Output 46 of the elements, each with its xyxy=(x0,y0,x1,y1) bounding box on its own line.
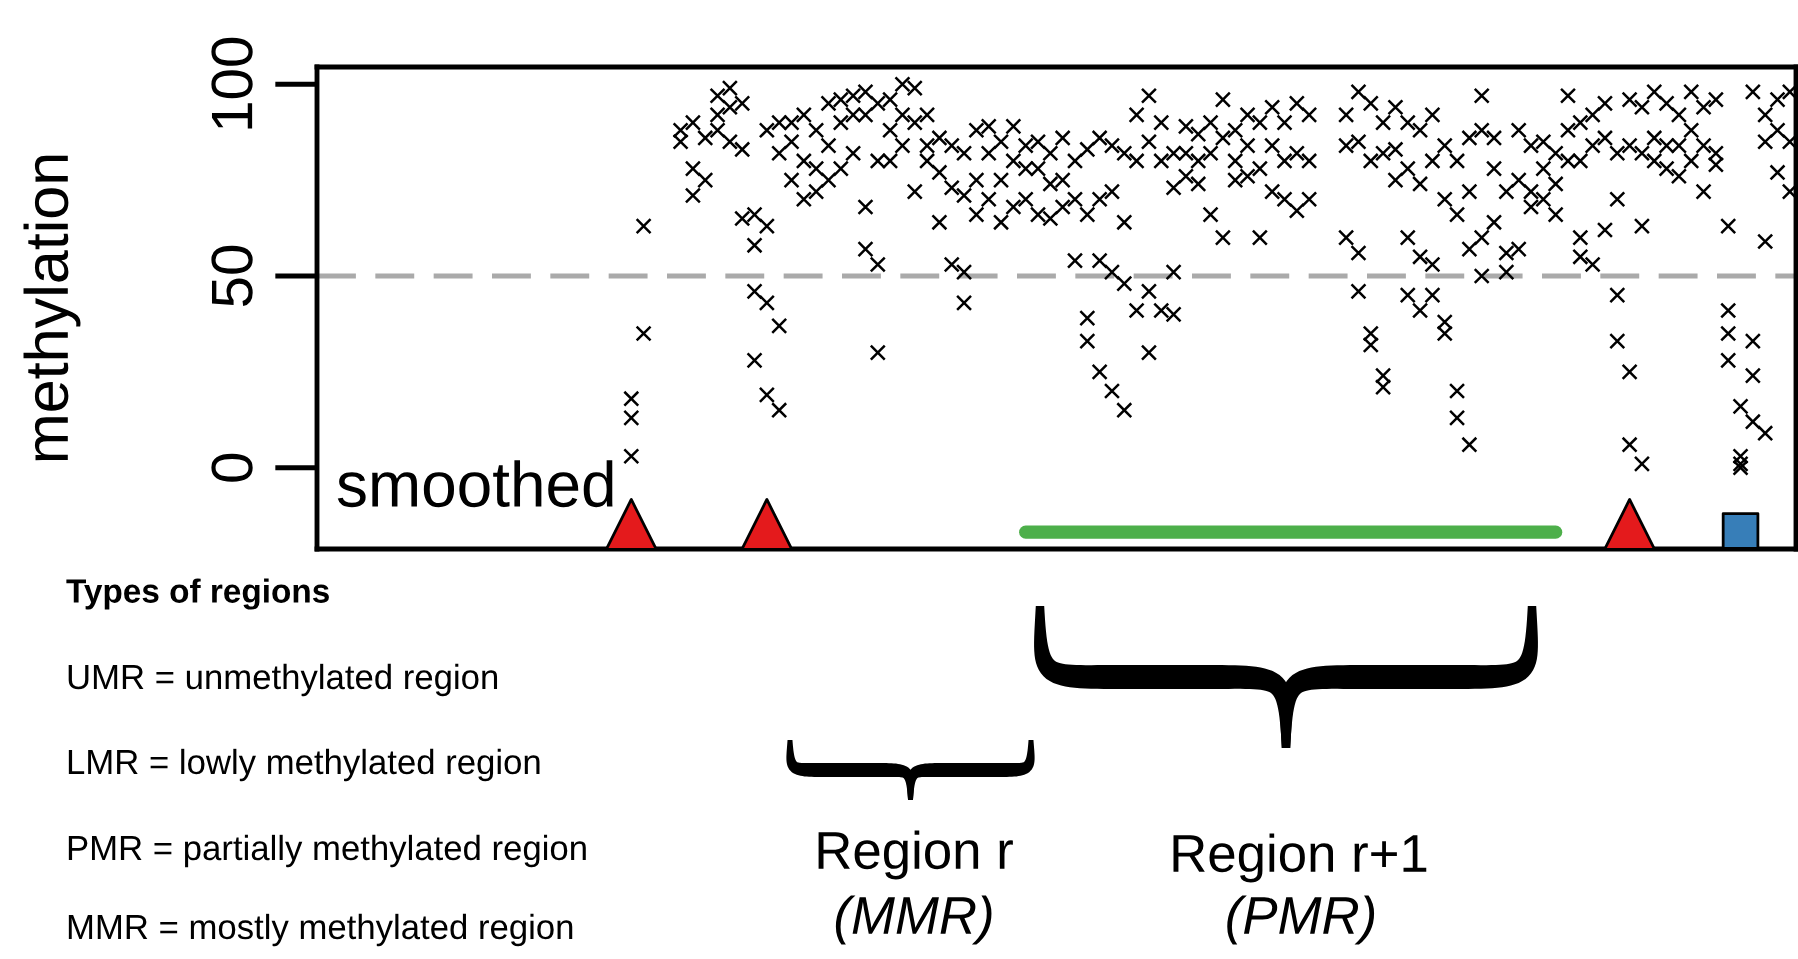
point xyxy=(1362,336,1379,354)
text: Types of regions xyxy=(66,578,329,610)
point xyxy=(1079,332,1096,350)
y-tick-label: 0 xyxy=(211,453,253,482)
point xyxy=(1621,436,1638,453)
point xyxy=(1609,332,1626,350)
text: UMR = unmethylated region xyxy=(68,663,498,697)
text: PMR = partially methylated region xyxy=(68,834,586,868)
point xyxy=(1757,233,1774,250)
point xyxy=(1448,409,1466,427)
point xyxy=(1436,325,1453,342)
point xyxy=(869,344,886,361)
point xyxy=(1603,498,1656,551)
text: MMR = mostly methylated region xyxy=(68,913,573,947)
y-tick-label: 50 xyxy=(211,245,253,307)
point xyxy=(1721,512,1760,550)
point xyxy=(1720,352,1737,369)
text: LMR = lowly methylated region xyxy=(68,748,540,782)
point xyxy=(1572,248,1589,265)
point xyxy=(770,402,788,419)
point xyxy=(955,294,973,312)
annotation: smoothed xyxy=(337,460,613,508)
point xyxy=(1633,217,1651,235)
point xyxy=(1374,378,1392,396)
point xyxy=(1473,267,1490,285)
text: Region r xyxy=(818,830,1013,880)
point xyxy=(1116,402,1133,419)
point xyxy=(1732,459,1749,476)
point xyxy=(758,386,776,404)
point xyxy=(740,498,794,551)
text: (MMR) xyxy=(835,895,992,945)
point xyxy=(857,240,874,258)
point xyxy=(1424,286,1441,304)
point xyxy=(1744,367,1762,384)
point xyxy=(1091,363,1108,381)
point xyxy=(1411,302,1429,319)
point xyxy=(1399,286,1416,304)
text: Region r+1 xyxy=(1173,833,1427,883)
point xyxy=(1140,344,1158,361)
y-axis-title: methylation xyxy=(23,155,81,461)
point xyxy=(746,352,763,369)
point xyxy=(1461,436,1478,453)
y-tick-label: 100 xyxy=(211,37,253,129)
point xyxy=(1350,283,1367,300)
text: (PMR) xyxy=(1227,895,1375,945)
point xyxy=(1103,382,1121,400)
